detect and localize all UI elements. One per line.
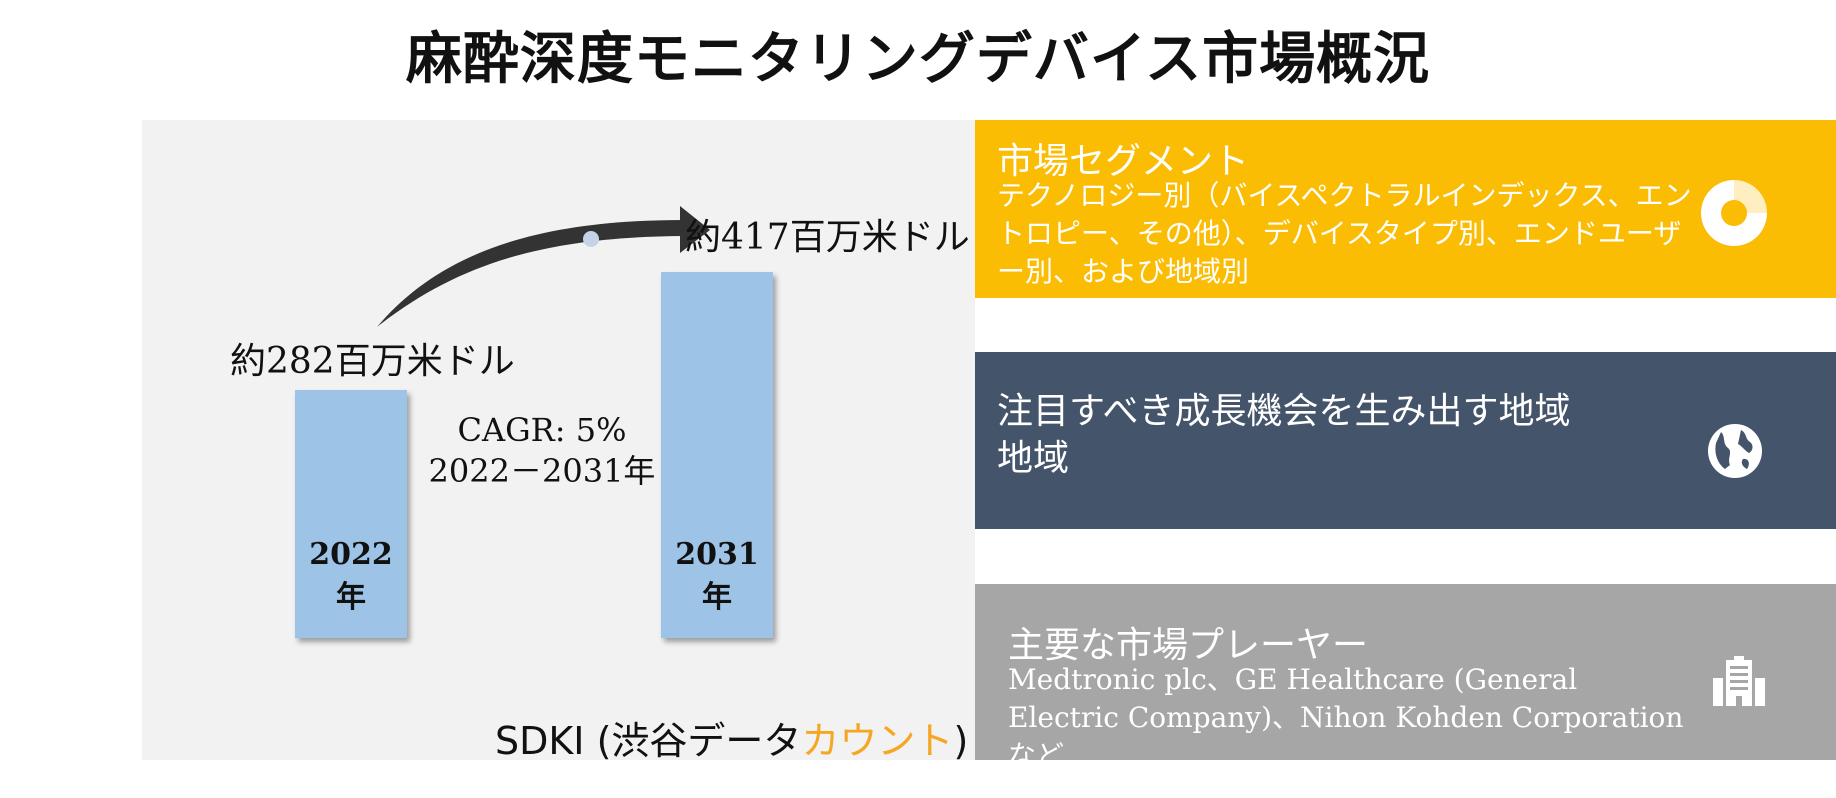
- cagr-annotation: CAGR: 5% 2022－2031年: [412, 410, 672, 492]
- players-body: Medtronic plc、GE Healthcare (General Ele…: [1008, 663, 1684, 772]
- brand-suffix: ): [953, 719, 969, 763]
- brand-prefix: SDKI (渋谷データ: [495, 719, 802, 763]
- bar-year-label-2031: 2031年: [675, 537, 759, 615]
- globe-icon: [1708, 424, 1762, 478]
- growth-arrow: [377, 206, 710, 327]
- market-segment-box: 市場セグメント テクノロジー別（バイスペクトラルインデックス、エントロピー、その…: [975, 120, 1836, 298]
- value-label-2022: 約282百万米ドル: [230, 341, 515, 382]
- page-title: 麻酔深度モニタリングデバイス市場概況: [405, 26, 1431, 92]
- donut-chart-icon: [1701, 180, 1767, 246]
- regions-title-line1: 注目すべき成長機会を生み出す地域: [997, 391, 1571, 432]
- building-icon: [1713, 656, 1765, 706]
- brand-label: SDKI (渋谷データカウント): [495, 710, 968, 765]
- segment-title: 市場セグメント: [997, 141, 1250, 182]
- cagr-period: 2022－2031年: [428, 452, 656, 490]
- bar-2022: 2022年: [295, 390, 407, 638]
- bar-year-label-2022: 2022年: [309, 536, 393, 615]
- cagr-rate: CAGR: 5%: [457, 411, 627, 449]
- segment-body: テクノロジー別（バイスペクトラルインデックス、エントロピー、その他）、デバイスタ…: [997, 179, 1692, 288]
- regions-title-line2: 地域: [997, 438, 1070, 479]
- players-title: 主要な市場プレーヤー: [1008, 625, 1369, 666]
- key-players-box: 主要な市場プレーヤー Medtronic plc、GE Healthcare (…: [975, 584, 1836, 772]
- brand-accent: カウント: [801, 719, 954, 763]
- bar-2031: 2031年: [661, 272, 773, 638]
- chart-panel: 2022年 2031年 約282百万米ドル 約417百万米ドル CAGR: 5%…: [142, 120, 975, 763]
- value-label-2031: 約417百万米ドル: [685, 217, 970, 258]
- growth-regions-box: 注目すべき成長機会を生み出す地域 地域: [975, 352, 1836, 529]
